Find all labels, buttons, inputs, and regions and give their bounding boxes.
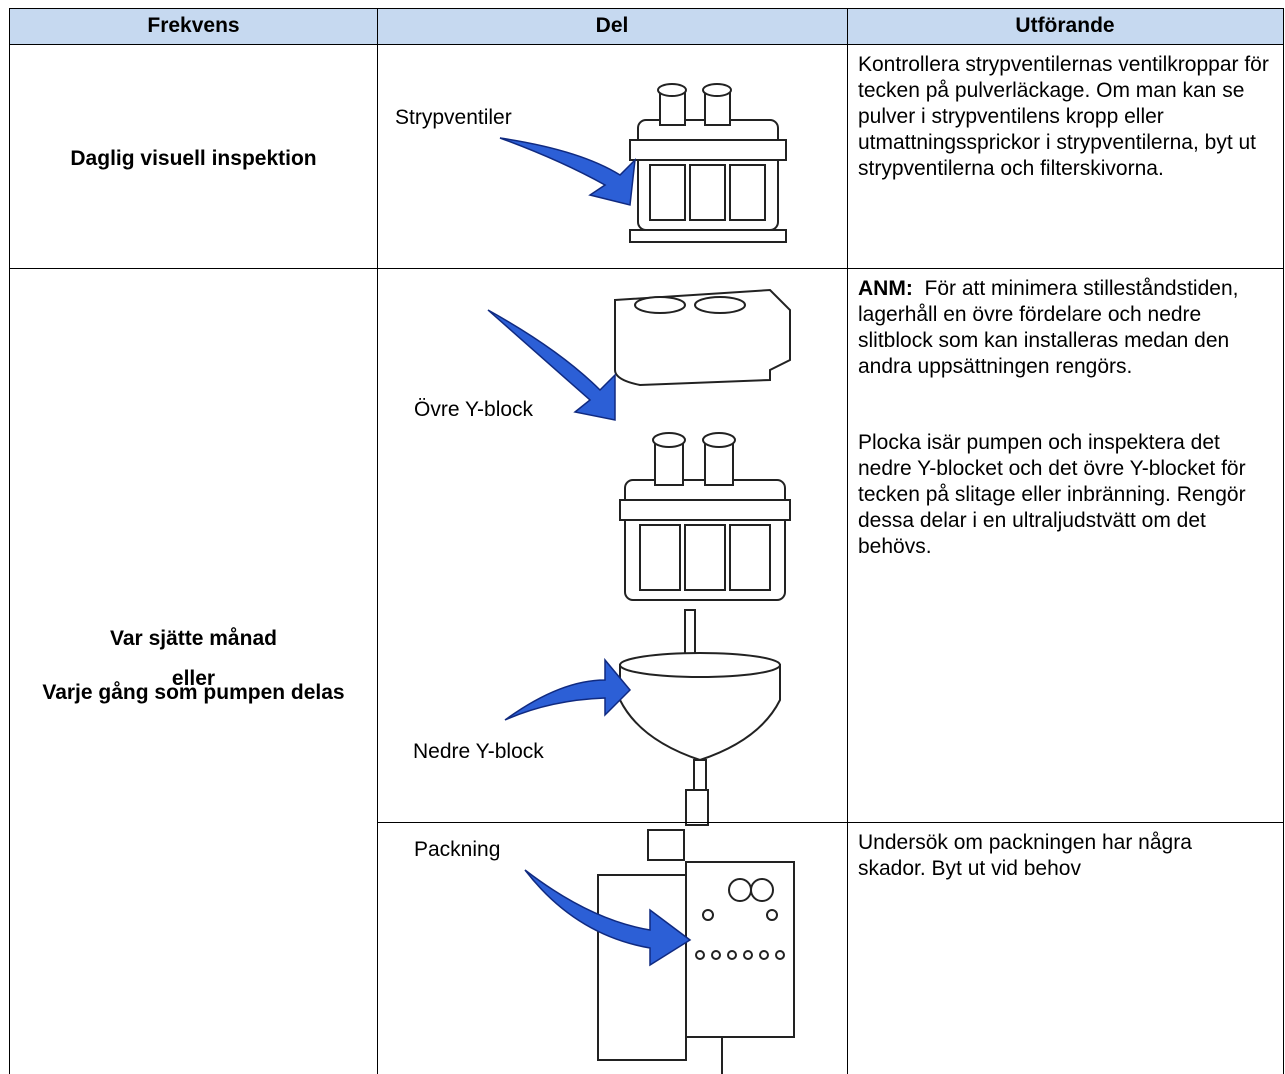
header-cell: Utförande	[847, 8, 1283, 44]
part-label: Övre Y-block	[414, 398, 534, 421]
pump-drawing	[597, 829, 795, 1074]
arrow	[504, 657, 632, 721]
upper-y-block-drawing	[614, 288, 791, 387]
action-text: Plocka isär pumpen och inspektera det ne…	[858, 431, 1246, 558]
valve-drawing	[629, 83, 787, 243]
border	[9, 8, 1284, 9]
header-cell: Frekvens	[10, 8, 377, 44]
border	[377, 8, 378, 1074]
action-text: Undersök om packningen har några skador.…	[858, 831, 1192, 880]
part-label: Strypventiler	[395, 106, 512, 129]
frequency: Varje gång som pumpen delas	[42, 681, 345, 704]
action-text: Kontrollera strypventilernas ventilkropp…	[858, 53, 1269, 180]
border	[1283, 8, 1284, 1074]
lower-y-block-drawing	[619, 652, 781, 826]
note-label: ANM:	[858, 277, 913, 300]
border	[9, 8, 10, 1074]
border	[9, 44, 1284, 45]
border	[847, 8, 848, 1074]
border	[377, 822, 1284, 823]
note-text: För att minimera stilleståndstiden, lage…	[858, 277, 1239, 378]
valve-drawing	[619, 432, 791, 661]
border	[9, 268, 1284, 269]
arrow	[499, 137, 636, 206]
arrow	[487, 309, 616, 421]
note: ANM: För att minimera stilleståndstiden,…	[858, 276, 1278, 380]
arrow	[524, 869, 692, 967]
part-label: Nedre Y-block	[413, 740, 544, 763]
frequency: Daglig visuell inspektion	[70, 147, 317, 170]
part-label: Packning	[414, 838, 501, 861]
header-cell: Del	[377, 8, 847, 44]
frequency: Var sjätte månad	[110, 627, 277, 650]
frequency: eller	[171, 667, 216, 690]
